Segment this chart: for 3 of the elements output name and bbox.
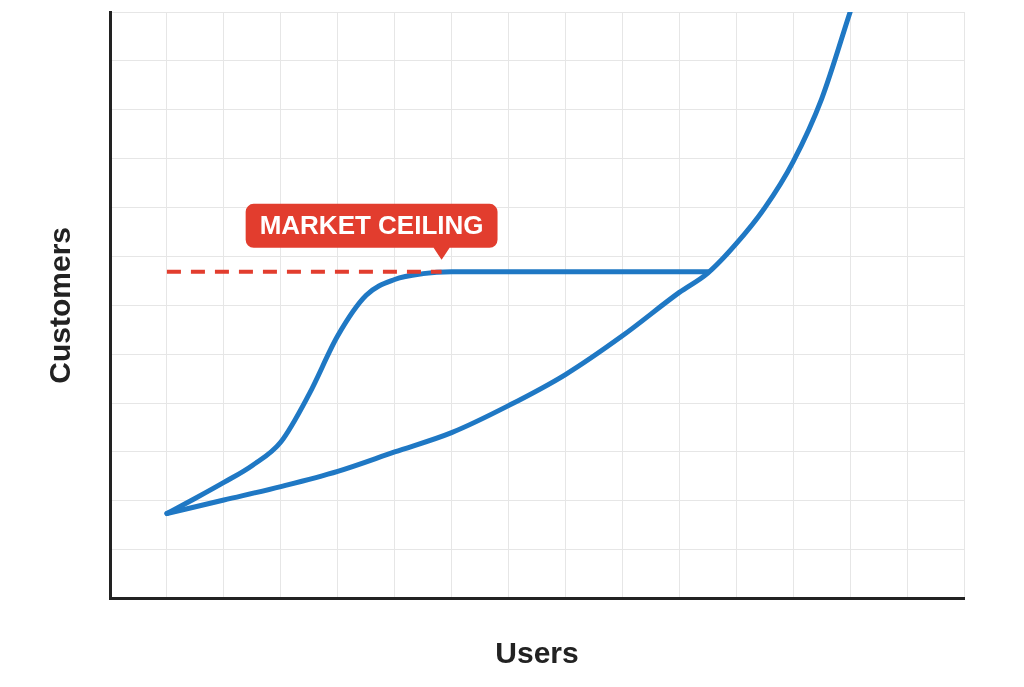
x-axis-title: Users: [495, 636, 579, 670]
ref-line-label: MARKET CEILING: [259, 210, 484, 241]
y-axis-title: Customers: [43, 226, 77, 384]
